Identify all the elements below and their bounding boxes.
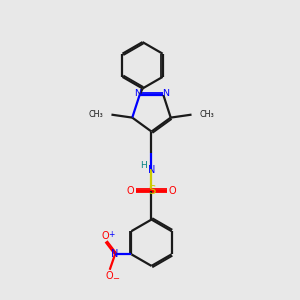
Text: N: N — [148, 165, 155, 175]
Text: O: O — [106, 271, 113, 281]
Text: CH₃: CH₃ — [200, 110, 214, 119]
Text: −: − — [112, 274, 119, 283]
Text: CH₃: CH₃ — [88, 110, 103, 119]
Text: H: H — [140, 161, 146, 170]
Text: S: S — [148, 184, 155, 197]
Text: N: N — [134, 89, 141, 98]
Text: N: N — [162, 89, 169, 98]
Text: O: O — [169, 186, 176, 196]
Text: N: N — [111, 249, 119, 259]
Text: +: + — [108, 230, 114, 239]
Text: O: O — [127, 186, 134, 196]
Text: O: O — [102, 232, 110, 242]
